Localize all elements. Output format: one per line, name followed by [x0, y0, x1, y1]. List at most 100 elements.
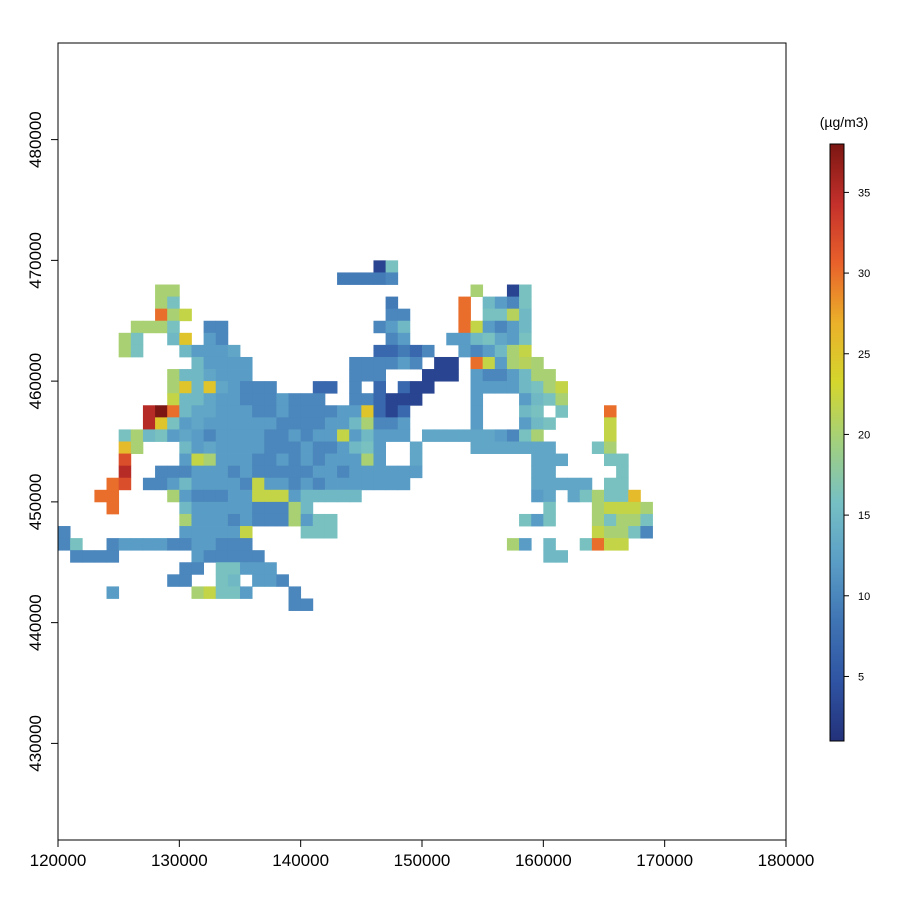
heatmap-cell	[337, 417, 350, 430]
heatmap-cell	[203, 550, 217, 563]
heatmap-cell	[240, 538, 253, 551]
heatmap-cell	[616, 489, 629, 503]
heatmap-cell	[203, 489, 217, 503]
heatmap-cell	[179, 308, 192, 322]
heatmap-cell	[458, 296, 471, 310]
heatmap-cell	[191, 441, 204, 454]
heatmap-cell	[191, 586, 204, 599]
heatmap-cell	[470, 393, 484, 406]
heatmap-cell	[519, 369, 532, 382]
heatmap-cell	[130, 344, 144, 358]
heatmap-cell	[179, 381, 192, 394]
heatmap-cell	[215, 538, 229, 551]
heatmap-cell	[324, 465, 338, 479]
heatmap-cell	[373, 272, 386, 285]
heatmap-cell	[276, 501, 289, 515]
heatmap-cell	[494, 441, 508, 454]
heatmap-cell	[397, 393, 411, 406]
heatmap-cell	[482, 356, 496, 370]
heatmap-cell	[591, 441, 605, 454]
heatmap-cell	[324, 526, 338, 539]
heatmap-cell	[288, 441, 302, 454]
heatmap-cell	[555, 453, 568, 467]
heatmap-cell	[470, 405, 484, 418]
heatmap-cell	[579, 538, 593, 551]
heatmap-cell	[555, 381, 568, 394]
y-axis: 430000 440000 450000 460000 470000 480000	[26, 111, 58, 772]
heatmap-cell	[361, 417, 374, 430]
heatmap-cell	[531, 369, 544, 382]
heatmap-cell	[215, 441, 229, 454]
heatmap-cell	[385, 356, 399, 370]
heatmap-cell	[349, 369, 362, 382]
heatmap-cell	[397, 308, 411, 322]
heatmap-cell	[373, 344, 386, 358]
heatmap-cell	[604, 441, 617, 454]
y-tick-label: 480000	[26, 111, 45, 168]
heatmap-cell	[324, 477, 338, 491]
heatmap-cell	[227, 356, 241, 370]
heatmap-cells	[58, 260, 653, 611]
heatmap-cell	[531, 477, 544, 491]
heatmap-cell	[179, 513, 192, 527]
heatmap-cell	[288, 489, 302, 503]
heatmap-cell	[373, 405, 386, 418]
heatmap-cell	[349, 477, 362, 491]
heatmap-cell	[130, 320, 144, 334]
heatmap-cell	[155, 284, 168, 297]
heatmap-cell	[142, 429, 156, 442]
heatmap-cell	[227, 574, 241, 587]
heatmap-cell	[616, 465, 629, 479]
colorbar-title: (µg/m3)	[820, 114, 869, 130]
heatmap-cell	[494, 296, 508, 310]
heatmap-cell	[155, 538, 168, 551]
x-tick-label: 150000	[394, 851, 451, 870]
heatmap-cell	[288, 586, 302, 599]
heatmap-cell	[312, 441, 326, 454]
heatmap-cell	[167, 369, 180, 382]
heatmap-cell	[58, 538, 71, 551]
heatmap-cell	[482, 320, 496, 334]
heatmap-cell	[531, 429, 544, 442]
heatmap-cell	[385, 344, 399, 358]
heatmap-cell	[385, 308, 399, 322]
heatmap-cell	[130, 429, 144, 442]
heatmap-cell	[167, 477, 180, 491]
heatmap-cell	[203, 393, 217, 406]
heatmap-cell	[167, 296, 180, 310]
heatmap-cell	[397, 381, 411, 394]
heatmap-cell	[142, 538, 156, 551]
heatmap-cell	[179, 477, 192, 491]
x-axis: 120000 130000 140000 150000 160000 170000 1800…	[30, 840, 814, 870]
heatmap-cell	[240, 417, 253, 430]
heatmap-cell	[215, 453, 229, 467]
heatmap-cell	[167, 332, 180, 346]
heatmap-cell	[640, 526, 653, 539]
heatmap-cell	[167, 308, 180, 322]
heatmap-cell	[203, 417, 217, 430]
heatmap-cell	[349, 405, 362, 418]
colorbar-ticks: 5 10 15 20 25 30 35	[844, 187, 870, 683]
heatmap-cell	[385, 272, 399, 285]
colorbar-tick-label: 15	[858, 510, 870, 522]
heatmap-cell	[312, 526, 326, 539]
heatmap-cell	[349, 381, 362, 394]
heatmap-cell	[519, 284, 532, 297]
heatmap-cell	[191, 477, 204, 491]
heatmap-cell	[506, 284, 520, 297]
heatmap-cell	[482, 441, 496, 454]
heatmap-cell	[312, 417, 326, 430]
heatmap-cell	[519, 381, 532, 394]
heatmap-cell	[470, 417, 484, 430]
heatmap-cell	[264, 453, 277, 467]
heatmap-cell	[591, 513, 605, 527]
heatmap-cell	[191, 513, 204, 527]
heatmap-cell	[628, 526, 641, 539]
heatmap-cell	[446, 332, 459, 346]
heatmap-cell	[616, 501, 629, 515]
heatmap-cell	[531, 513, 544, 527]
heatmap-cell	[215, 356, 229, 370]
heatmap-cell	[361, 369, 374, 382]
heatmap-cell	[300, 513, 314, 527]
heatmap-cell	[240, 477, 253, 491]
